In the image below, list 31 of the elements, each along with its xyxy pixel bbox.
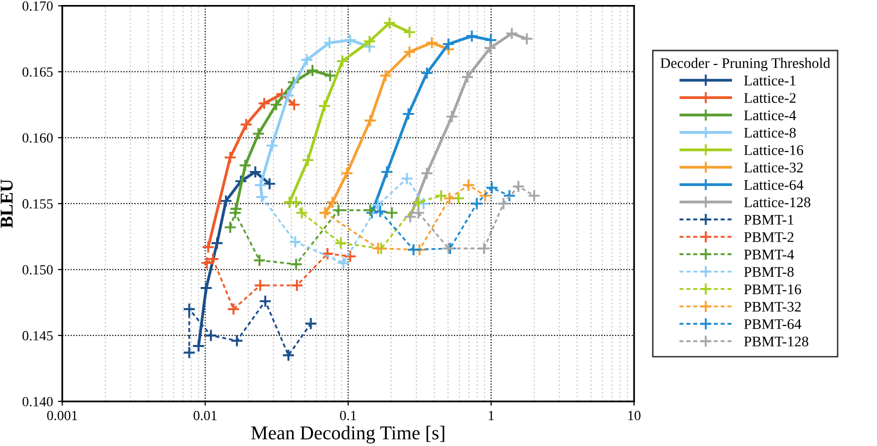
y-tick-label: 0.165 — [22, 67, 53, 77]
legend-label: Lattice-4 — [744, 110, 796, 120]
y-axis-title: BLEU — [0, 179, 13, 228]
legend-label: Lattice-128 — [744, 197, 810, 208]
x-tick-label: 10 — [628, 410, 640, 420]
legend-label: Lattice-64 — [744, 180, 804, 190]
legend-label: PBMT-16 — [744, 284, 802, 294]
legend-label: Lattice-32 — [744, 162, 803, 172]
legend-label: PBMT-4 — [744, 250, 794, 260]
x-tick-label: 0.01 — [194, 410, 217, 420]
y-tick-label: 0.150 — [22, 265, 53, 275]
y-tick-label: 0.140 — [22, 396, 53, 406]
x-tick-label: 1 — [488, 410, 494, 420]
y-tick-label: 0.160 — [22, 133, 53, 143]
legend-label: PBMT-8 — [744, 267, 794, 277]
legend-label: Lattice-8 — [744, 128, 796, 138]
legend-label: PBMT-1 — [744, 214, 794, 225]
legend-label: Lattice-16 — [744, 145, 804, 156]
y-tick-label: 0.170 — [22, 1, 53, 11]
legend-label: PBMT-2 — [744, 232, 794, 242]
legend-label: PBMT-64 — [744, 319, 802, 330]
legend-label: PBMT-128 — [744, 336, 808, 346]
x-axis-title: Mean Decoding Time [s] — [251, 426, 444, 444]
legend-label: Lattice-2 — [744, 93, 796, 103]
y-tick-label: 0.155 — [22, 199, 53, 209]
legend-label: PBMT-32 — [744, 302, 801, 312]
legend-label: Lattice-1 — [744, 76, 796, 86]
x-tick-label: 0.001 — [47, 410, 78, 420]
y-tick-label: 0.145 — [22, 331, 53, 340]
x-tick-label: 0.1 — [340, 410, 356, 420]
legend-title: Decoder - Pruning Threshold — [660, 58, 830, 72]
